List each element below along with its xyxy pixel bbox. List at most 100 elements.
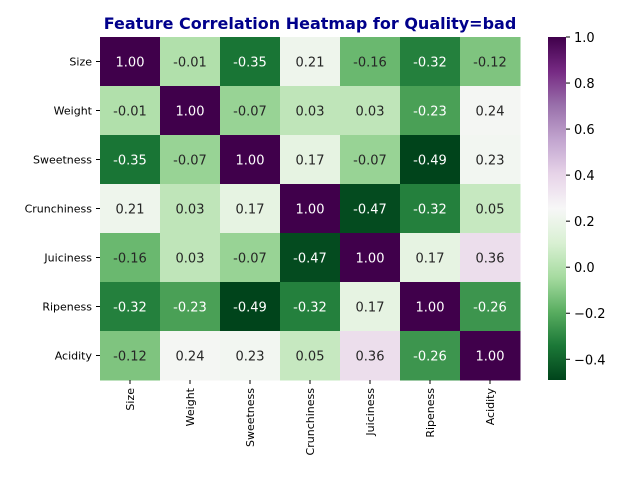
cell-annotation-2-6: 0.23	[476, 154, 505, 169]
cell-annotation-0-3: 0.21	[296, 56, 325, 71]
heatmap-cell-1-5	[400, 86, 461, 136]
heatmap-cell-2-2	[220, 135, 281, 185]
colorbar-tick-label: 0.8	[574, 77, 595, 92]
heatmap-cell-2-3	[280, 135, 341, 185]
heatmap-cell-3-0	[100, 184, 161, 234]
heatmap-cell-4-1	[160, 233, 221, 283]
cell-annotation-4-0: -0.16	[113, 252, 147, 267]
x-tick-label: Weight	[184, 387, 197, 426]
cell-annotation-6-5: -0.26	[413, 350, 447, 365]
cell-annotation-1-0: -0.01	[113, 105, 147, 120]
cell-annotation-3-1: 0.03	[176, 203, 205, 218]
cell-annotation-4-5: 0.17	[416, 252, 445, 267]
cell-annotation-6-2: 0.23	[236, 350, 265, 365]
heatmap-cell-5-5	[400, 282, 461, 332]
x-tick-label: Acidity	[484, 388, 497, 426]
y-tick-label: Ripeness	[42, 301, 92, 314]
colorbar-tick-label: 1.0	[574, 31, 595, 46]
cell-annotation-2-5: -0.49	[413, 154, 447, 169]
heatmap-cell-3-2	[220, 184, 281, 234]
cell-annotation-5-3: -0.32	[293, 301, 327, 316]
cell-annotation-4-3: -0.47	[293, 252, 327, 267]
cell-annotation-6-0: -0.12	[113, 350, 147, 365]
cell-annotation-6-4: 0.36	[356, 350, 385, 365]
cell-annotation-1-5: -0.23	[413, 105, 447, 120]
y-tick-label: Sweetness	[33, 154, 92, 167]
x-tick-label: Crunchiness	[304, 388, 317, 456]
heatmap-cell-3-4	[340, 184, 401, 234]
cell-annotation-3-6: 0.05	[476, 203, 505, 218]
heatmap-cell-3-5	[400, 184, 461, 234]
heatmap-cell-5-4	[340, 282, 401, 332]
heatmap-cell-2-4	[340, 135, 401, 185]
heatmap-cell-5-1	[160, 282, 221, 332]
heatmap-cell-1-0	[100, 86, 161, 136]
heatmap-cell-4-3	[280, 233, 341, 283]
heatmap-cell-1-2	[220, 86, 281, 136]
heatmap-cell-0-4	[340, 37, 401, 87]
heatmap-cell-2-0	[100, 135, 161, 185]
y-tick-label: Juiciness	[43, 252, 92, 265]
heatmap-cell-6-3	[280, 331, 341, 381]
cell-annotation-0-2: -0.35	[233, 56, 267, 71]
heatmap-cell-0-6	[460, 37, 521, 87]
x-axis: Size Weight Sweetness Crunchiness Juiciness R…	[124, 380, 497, 455]
colorbar-tick-label: 0.4	[574, 169, 595, 184]
cell-annotation-2-1: -0.07	[173, 154, 207, 169]
cell-annotation-3-0: 0.21	[116, 203, 145, 218]
cell-annotation-2-3: 0.17	[296, 154, 325, 169]
heatmap-cell-4-0	[100, 233, 161, 283]
heatmap-cell-1-4	[340, 86, 401, 136]
cell-annotation-1-4: 0.03	[356, 105, 385, 120]
cell-annotation-2-2: 1.00	[236, 154, 265, 169]
cell-annotation-0-4: -0.16	[353, 56, 387, 71]
cell-annotation-3-2: 0.17	[236, 203, 265, 218]
cell-annotation-4-1: 0.03	[176, 252, 205, 267]
heatmap-cell-5-3	[280, 282, 341, 332]
cell-annotation-1-6: 0.24	[476, 105, 505, 120]
cell-annotation-3-5: -0.32	[413, 203, 447, 218]
cell-annotation-6-1: 0.24	[176, 350, 205, 365]
heatmap-cell-3-6	[460, 184, 521, 234]
heatmap-cell-3-1	[160, 184, 221, 234]
colorbar: −0.4 −0.2 0.0 0.2 0.4 0.6 0.8 1.0	[548, 31, 606, 380]
heatmap-cells	[100, 37, 521, 381]
cell-annotation-3-3: 1.00	[296, 203, 325, 218]
x-tick-label: Juiciness	[364, 388, 377, 437]
cell-annotation-5-4: 0.17	[356, 301, 385, 316]
cell-annotations: 1.00 -0.01 -0.35 0.21 -0.16 -0.32 -0.12 -0.01 1.…	[113, 56, 507, 365]
heatmap-cell-0-1	[160, 37, 221, 87]
heatmap-cell-6-2	[220, 331, 281, 381]
chart-title: Feature Correlation Heatmap for Quality=…	[104, 14, 517, 33]
heatmap-cell-2-1	[160, 135, 221, 185]
cell-annotation-4-2: -0.07	[233, 252, 267, 267]
colorbar-tick-label: −0.2	[574, 307, 606, 322]
colorbar-tick-label: −0.4	[574, 353, 606, 368]
cell-annotation-0-1: -0.01	[173, 56, 207, 71]
cell-annotation-5-1: -0.23	[173, 301, 207, 316]
x-tick-label: Ripeness	[424, 388, 437, 438]
y-tick-label: Weight	[54, 105, 93, 118]
heatmap-cell-3-3	[280, 184, 341, 234]
colorbar-tick-label: 0.0	[574, 261, 595, 276]
cell-annotation-6-6: 1.00	[476, 350, 505, 365]
heatmap-cell-4-4	[340, 233, 401, 283]
cell-annotation-6-3: 0.05	[296, 350, 325, 365]
cell-annotation-5-6: -0.26	[473, 301, 507, 316]
cell-annotation-0-5: -0.32	[413, 56, 447, 71]
heatmap-cell-5-0	[100, 282, 161, 332]
heatmap-cell-5-2	[220, 282, 281, 332]
heatmap-cell-6-1	[160, 331, 221, 381]
heatmap-cell-2-5	[400, 135, 461, 185]
heatmap-cell-1-3	[280, 86, 341, 136]
heatmap-cell-5-6	[460, 282, 521, 332]
heatmap-cell-6-0	[100, 331, 161, 381]
heatmap-cell-1-1	[160, 86, 221, 136]
cell-annotation-5-0: -0.32	[113, 301, 147, 316]
heatmap-cell-2-6	[460, 135, 521, 185]
cell-annotation-5-5: 1.00	[416, 301, 445, 316]
heatmap-cell-0-5	[400, 37, 461, 87]
cell-annotation-2-4: -0.07	[353, 154, 387, 169]
heatmap-cell-1-6	[460, 86, 521, 136]
